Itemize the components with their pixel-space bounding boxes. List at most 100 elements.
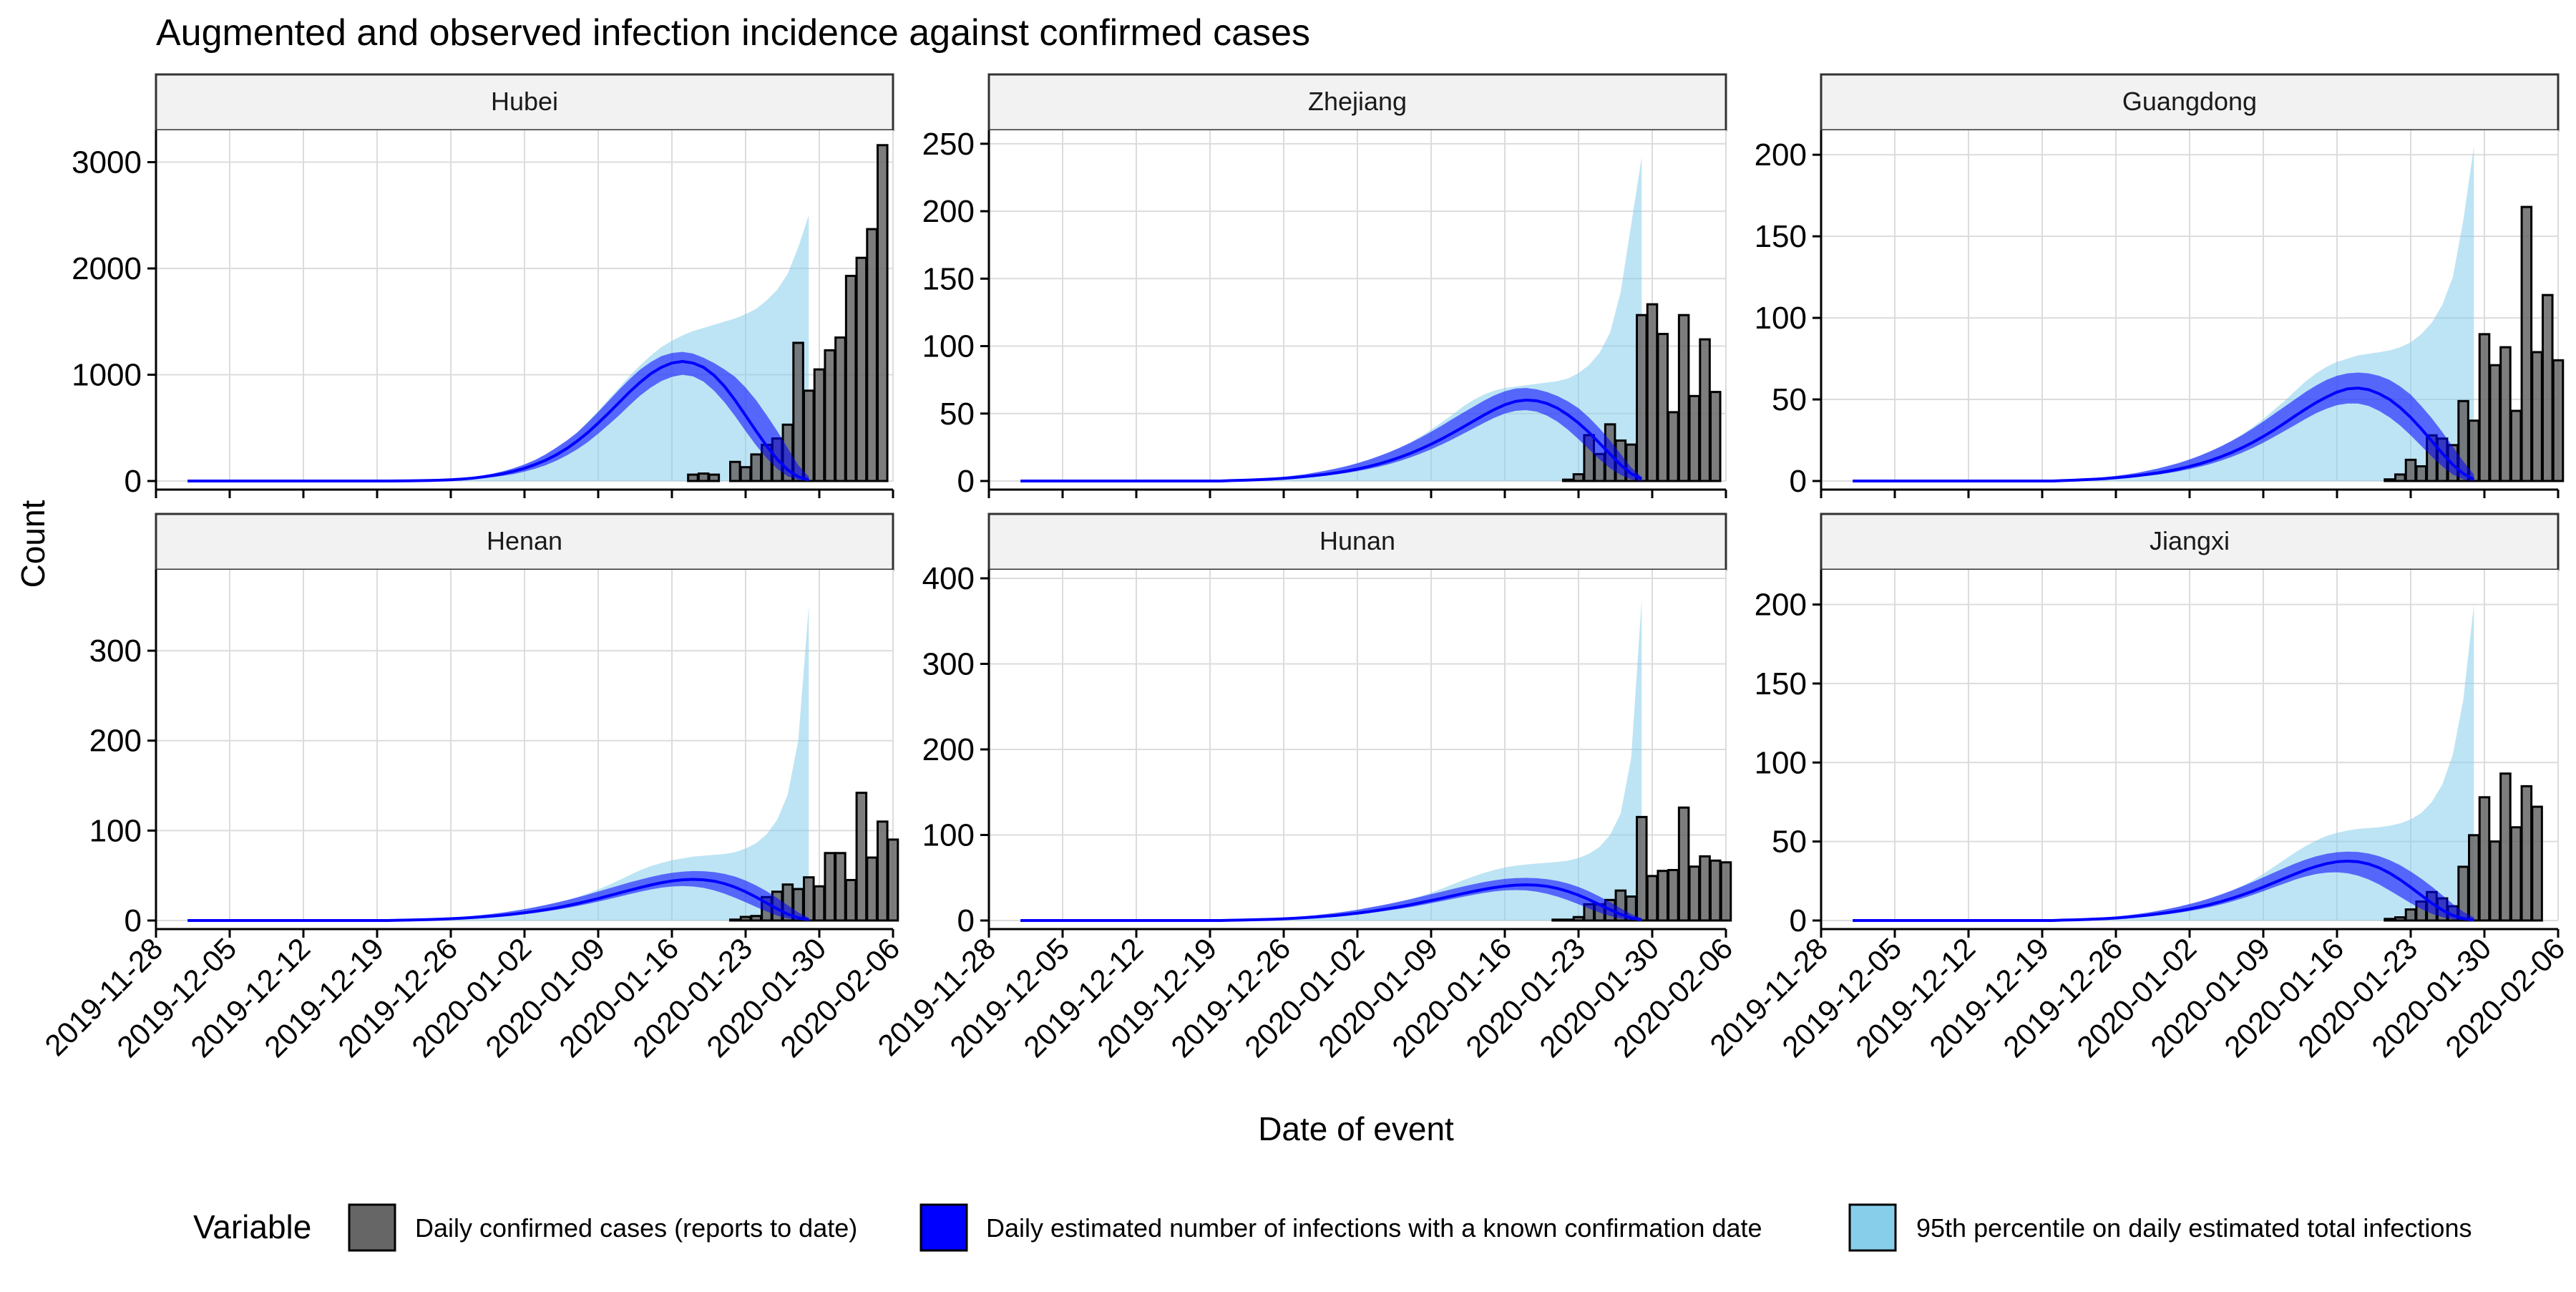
confirmed-bar <box>2531 805 2543 922</box>
legend: Variable Daily confirmed cases (reports … <box>193 1203 2472 1252</box>
y-tick-label: 0 <box>125 903 142 938</box>
legend-label-percentile: 95th percentile on daily estimated total… <box>1916 1213 2472 1243</box>
y-tick-label: 200 <box>1755 588 1807 623</box>
confirmed-bar <box>834 336 847 482</box>
confirmed-bar <box>750 453 762 482</box>
confirmed-bar <box>1667 411 1679 482</box>
confirmed-bar <box>739 915 752 922</box>
confirmed-bar <box>2542 293 2554 482</box>
confirmed-bar <box>2394 916 2406 922</box>
legend-key-percentile <box>1848 1203 1897 1252</box>
confirmed-bar <box>844 878 857 922</box>
confirmed-bar <box>2489 364 2501 482</box>
estimate-ribbon <box>1020 387 1642 481</box>
confirmed-bar <box>1688 865 1701 922</box>
confirmed-bar <box>1562 918 1574 922</box>
confirmed-bar <box>750 915 762 922</box>
confirmed-bar <box>1709 859 1722 922</box>
percentile-band <box>187 215 809 481</box>
y-tick-label: 2000 <box>72 251 142 286</box>
confirmed-bar <box>887 838 899 922</box>
panel-title: Henan <box>487 526 562 555</box>
confirmed-bar <box>1646 875 1659 922</box>
estimate-line <box>187 878 809 922</box>
y-tick-label: 250 <box>922 127 975 162</box>
confirmed-bar <box>2478 333 2491 482</box>
y-tick-label: 100 <box>89 813 142 848</box>
panel-strip <box>1820 73 2560 132</box>
x-axis-label: Date of event <box>1258 1110 1454 1147</box>
confirmed-bar <box>2509 826 2522 922</box>
confirmed-bar <box>2404 458 2417 482</box>
y-tick-label: 50 <box>940 397 975 432</box>
estimate-line <box>187 359 809 482</box>
confirmed-bar <box>2499 772 2512 922</box>
confirmed-bar <box>834 852 847 922</box>
y-tick-label: 150 <box>922 261 975 296</box>
confirmed-bar <box>813 885 826 922</box>
y-tick-label: 50 <box>1772 825 1807 860</box>
confirmed-bar <box>1562 478 1574 482</box>
confirmed-bar <box>855 792 868 922</box>
chart-title: Augmented and observed infection inciden… <box>156 12 1310 54</box>
confirmed-bar <box>1688 394 1701 482</box>
confirmed-bar <box>687 473 699 482</box>
y-tick-label: 200 <box>1755 137 1807 173</box>
panel-strip <box>987 513 1727 571</box>
panel-strip <box>155 513 894 571</box>
y-tick-label: 1000 <box>72 358 142 393</box>
y-tick-label: 150 <box>1755 219 1807 254</box>
confirmed-bar <box>1699 338 1711 482</box>
confirmed-bar <box>739 466 752 482</box>
panel-strip <box>1820 513 2560 571</box>
panel-zhejiang: Zhejiang 0 50 100 150 200 250 <box>922 73 1727 499</box>
y-tick-label: 0 <box>957 464 975 499</box>
estimate-line <box>1853 860 2474 922</box>
y-tick-label: 0 <box>1790 464 1807 499</box>
confirmed-bar <box>866 228 878 482</box>
confirmed-bar <box>1657 870 1669 922</box>
confirmed-bar <box>824 852 836 922</box>
confirmed-bar <box>877 144 889 482</box>
estimate-ribbon <box>1853 851 2474 921</box>
panel-title: Guangdong <box>2122 87 2257 116</box>
y-tick-label: 50 <box>1772 382 1807 417</box>
confirmed-bar <box>2394 473 2406 482</box>
confirmed-bar <box>1719 861 1732 922</box>
confirmed-bar <box>866 856 878 922</box>
panel-strip <box>155 73 894 132</box>
confirmed-bar <box>1667 868 1679 922</box>
panel-hunan: Hunan01002003004002019-11-282019-12-0520… <box>871 513 1739 1064</box>
legend-label-estimated: Daily estimated number of infections wit… <box>986 1213 1762 1243</box>
confirmed-bar <box>2384 918 2396 922</box>
confirmed-bar <box>2509 409 2522 482</box>
y-tick-label: 100 <box>922 817 975 853</box>
panel-guangdong: Guangdong 0 50 100 150 200 <box>1755 73 2565 499</box>
legend-label-confirmed: Daily confirmed cases (reports to date) <box>415 1213 857 1243</box>
confirmed-bar <box>1646 303 1659 482</box>
y-tick-label: 3000 <box>72 145 142 180</box>
confirmed-bar <box>1551 918 1563 922</box>
estimate-ribbon <box>187 351 809 481</box>
y-tick-label: 100 <box>922 329 975 364</box>
estimate-line <box>1020 398 1643 482</box>
confirmed-bar <box>2520 205 2533 482</box>
confirmed-bar <box>2552 359 2565 482</box>
y-tick-label: 200 <box>89 724 142 759</box>
estimate-ribbon <box>1853 372 2474 481</box>
y-tick-label: 200 <box>922 194 975 229</box>
panel-title: Zhejiang <box>1308 87 1407 116</box>
panel-jiangxi: Jiangxi0501001502002019-11-282019-12-052… <box>1703 513 2571 1064</box>
panel-hubei: Hubei 0 1000 2000 3000 <box>72 73 894 499</box>
confirmed-bar <box>729 460 741 482</box>
confirmed-bar <box>2531 351 2543 482</box>
confirmed-bar <box>2489 840 2501 922</box>
confirmed-bar <box>824 349 836 482</box>
confirmed-bar <box>1636 314 1648 482</box>
confirmed-bar <box>1709 391 1722 482</box>
confirmed-bar <box>697 472 710 482</box>
panel-title: Hunan <box>1319 526 1395 555</box>
y-tick-label: 150 <box>1755 666 1807 701</box>
